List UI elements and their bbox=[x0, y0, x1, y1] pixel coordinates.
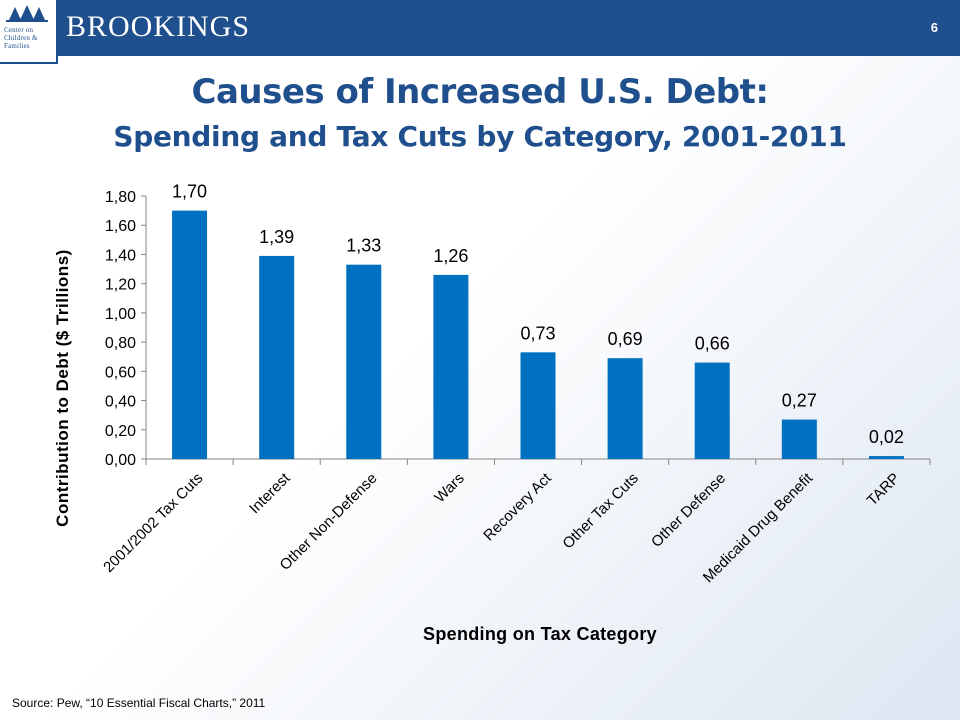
data-label: 1,39 bbox=[259, 227, 294, 247]
y-tick-label: 1,00 bbox=[105, 306, 136, 323]
data-label: 0,73 bbox=[520, 323, 555, 343]
logo: Center on Children & Families bbox=[0, 0, 58, 64]
y-tick-label: 0,60 bbox=[105, 364, 136, 381]
page-title: Causes of Increased U.S. Debt: bbox=[191, 72, 769, 112]
y-tick-label: 1,40 bbox=[105, 247, 136, 264]
y-tick-label: 1,80 bbox=[105, 189, 136, 206]
y-tick-label: 1,20 bbox=[105, 277, 136, 294]
y-tick-label: 0,40 bbox=[105, 394, 136, 411]
bar bbox=[346, 264, 382, 459]
y-axis-label: Contribution to Debt ($ Trillions) bbox=[53, 249, 72, 527]
bar bbox=[868, 456, 904, 459]
data-label: 0,66 bbox=[695, 334, 730, 354]
data-label: 1,26 bbox=[433, 246, 468, 266]
x-tick-label: Interest bbox=[246, 469, 294, 517]
y-tick-label: 0,80 bbox=[105, 335, 136, 352]
bar bbox=[433, 274, 469, 459]
y-tick-label: 0,00 bbox=[105, 452, 136, 469]
children-logo-icon bbox=[6, 5, 48, 22]
x-tick-label: Other Non-Defense bbox=[277, 470, 381, 574]
x-tick-label: Recovery Act bbox=[480, 469, 555, 544]
data-label: 0,27 bbox=[782, 391, 817, 411]
bar bbox=[781, 419, 817, 459]
x-tick-label: Other Tax Cuts bbox=[559, 470, 642, 553]
bar bbox=[259, 255, 295, 459]
x-axis-label: Spending on Tax Category bbox=[423, 624, 657, 644]
x-tick-label: 2001/2002 Tax Cuts bbox=[100, 470, 206, 576]
brand-name: BROOKINGS bbox=[66, 10, 251, 43]
data-label: 1,70 bbox=[172, 182, 207, 202]
x-tick-label: Other Defense bbox=[648, 470, 729, 551]
bar bbox=[520, 352, 556, 459]
logo-text: Center on Children & Families bbox=[4, 26, 38, 50]
data-label: 0,69 bbox=[608, 329, 643, 349]
slide-number: 6 bbox=[930, 20, 938, 35]
header-bar: BROOKINGS 6 bbox=[0, 0, 960, 56]
x-tick-label: TARP bbox=[864, 470, 904, 510]
page-subtitle: Spending and Tax Cuts by Category, 2001-… bbox=[113, 120, 847, 153]
bar bbox=[172, 210, 208, 459]
source-note: Source: Pew, “10 Essential Fiscal Charts… bbox=[12, 696, 266, 710]
y-tick-label: 0,20 bbox=[105, 423, 136, 440]
x-tick-label: Wars bbox=[431, 470, 467, 506]
data-label: 1,33 bbox=[346, 236, 381, 256]
data-label: 0,02 bbox=[869, 427, 904, 447]
bar bbox=[694, 362, 730, 459]
bar bbox=[607, 358, 643, 459]
y-tick-label: 1,60 bbox=[105, 218, 136, 235]
